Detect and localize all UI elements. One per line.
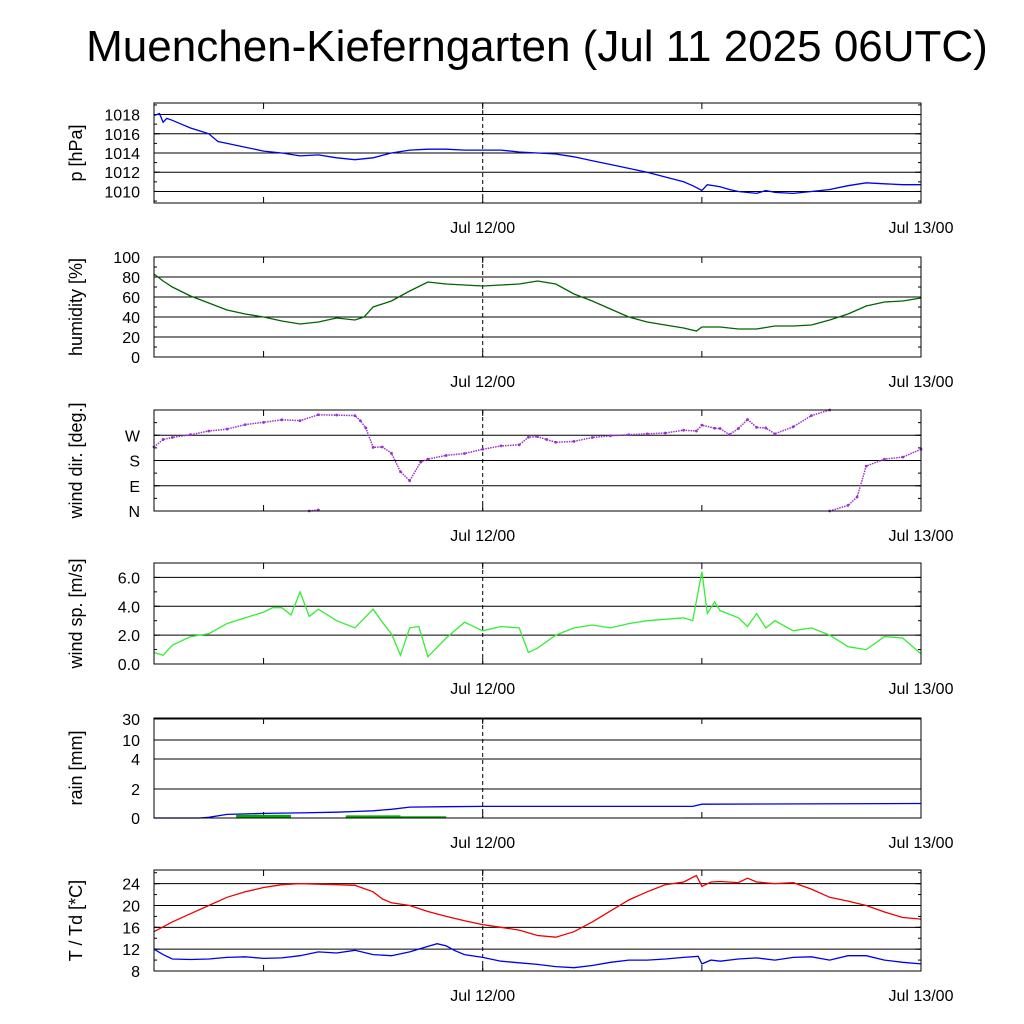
windspeed-series-line-0 xyxy=(153,571,922,659)
windspeed-frame xyxy=(153,562,922,665)
humidity-ytick-label: 20 xyxy=(122,330,140,347)
windspeed-xtick-label: Jul 12/00 xyxy=(450,681,515,698)
winddir-frame xyxy=(153,409,922,512)
rain-ytick-label: 10 xyxy=(122,733,140,750)
rain-frame xyxy=(153,717,922,819)
pressure-ytick-label: 1012 xyxy=(104,165,140,182)
winddir-series-line xyxy=(309,509,319,512)
humidity-ytick-label: 40 xyxy=(122,310,140,327)
rain-series-line-1 xyxy=(154,802,922,819)
winddir-ytick-label: S xyxy=(129,454,140,471)
humidity-ytick-label: 80 xyxy=(122,270,140,287)
temperature-ytick-label: 24 xyxy=(122,877,140,894)
winddir-ytick-label: E xyxy=(129,479,140,496)
rain-ytick-label: 0 xyxy=(131,811,140,828)
temperature-ytick-label: 8 xyxy=(131,964,140,981)
pressure-ytick-label: 1014 xyxy=(104,146,140,163)
pressure-frame xyxy=(153,102,922,204)
pressure-ytick-label: 1018 xyxy=(104,108,140,125)
temperature-series-line-0 xyxy=(153,874,922,938)
windspeed-xtick-label: Jul 13/00 xyxy=(889,681,954,698)
rain-rain-bar xyxy=(345,815,401,818)
pressure-xtick-label: Jul 13/00 xyxy=(889,220,954,237)
winddir-ytick-label: W xyxy=(125,428,141,445)
windspeed-ylabel: wind sp. [m/s] xyxy=(66,558,86,669)
temperature-ytick-label: 16 xyxy=(122,920,140,937)
rain-ytick-label: 30 xyxy=(122,712,140,729)
humidity-series-line-0 xyxy=(153,273,922,332)
rain-ylabel: rain [mm] xyxy=(66,730,86,805)
pressure-ytick-label: 1010 xyxy=(104,184,140,201)
rain-xtick-label: Jul 12/00 xyxy=(450,835,515,852)
humidity-frame xyxy=(153,256,922,358)
rain-ytick-label: 2 xyxy=(131,782,140,799)
rain-rain-bar xyxy=(400,816,447,818)
temperature-ytick-label: 12 xyxy=(122,942,140,959)
humidity-xtick-label: Jul 12/00 xyxy=(450,374,515,391)
temperature-series-line-1 xyxy=(153,943,922,969)
windspeed-ytick-label: 4.0 xyxy=(118,599,140,616)
rain-rain-bar xyxy=(236,814,291,818)
temperature-frame xyxy=(153,869,922,972)
humidity-ytick-label: 0 xyxy=(131,350,140,367)
temperature-xtick-label: Jul 13/00 xyxy=(889,988,954,1005)
winddir-xtick-label: Jul 12/00 xyxy=(450,528,515,545)
windspeed-ytick-label: 0.0 xyxy=(118,657,140,674)
rain-xtick-label: Jul 13/00 xyxy=(889,835,954,852)
humidity-ylabel: humidity [%] xyxy=(66,258,86,356)
winddir-xtick-label: Jul 13/00 xyxy=(889,528,954,545)
pressure-xtick-label: Jul 12/00 xyxy=(450,220,515,237)
temperature-ylabel: T / Td [*C] xyxy=(66,880,86,961)
pressure-ylabel: p [hPa] xyxy=(66,124,86,181)
chart-title: Muenchen-Kieferngarten (Jul 11 2025 06UT… xyxy=(86,22,988,71)
windspeed-ytick-label: 6.0 xyxy=(118,570,140,587)
rain-ytick-label: 4 xyxy=(131,752,140,769)
winddir-ytick-label: N xyxy=(128,504,140,521)
temperature-ytick-label: 20 xyxy=(122,898,140,915)
temperature-xtick-label: Jul 12/00 xyxy=(450,988,515,1005)
pressure-series-line-0 xyxy=(153,112,921,195)
humidity-ytick-label: 60 xyxy=(122,290,140,307)
humidity-xtick-label: Jul 13/00 xyxy=(889,374,954,391)
pressure-ytick-label: 1016 xyxy=(104,127,140,144)
windspeed-ytick-label: 2.0 xyxy=(118,628,140,645)
humidity-ytick-label: 100 xyxy=(113,250,140,267)
winddir-series-line xyxy=(829,448,922,512)
winddir-series-line xyxy=(153,409,830,482)
winddir-ylabel: wind dir. [deg.] xyxy=(66,402,86,519)
